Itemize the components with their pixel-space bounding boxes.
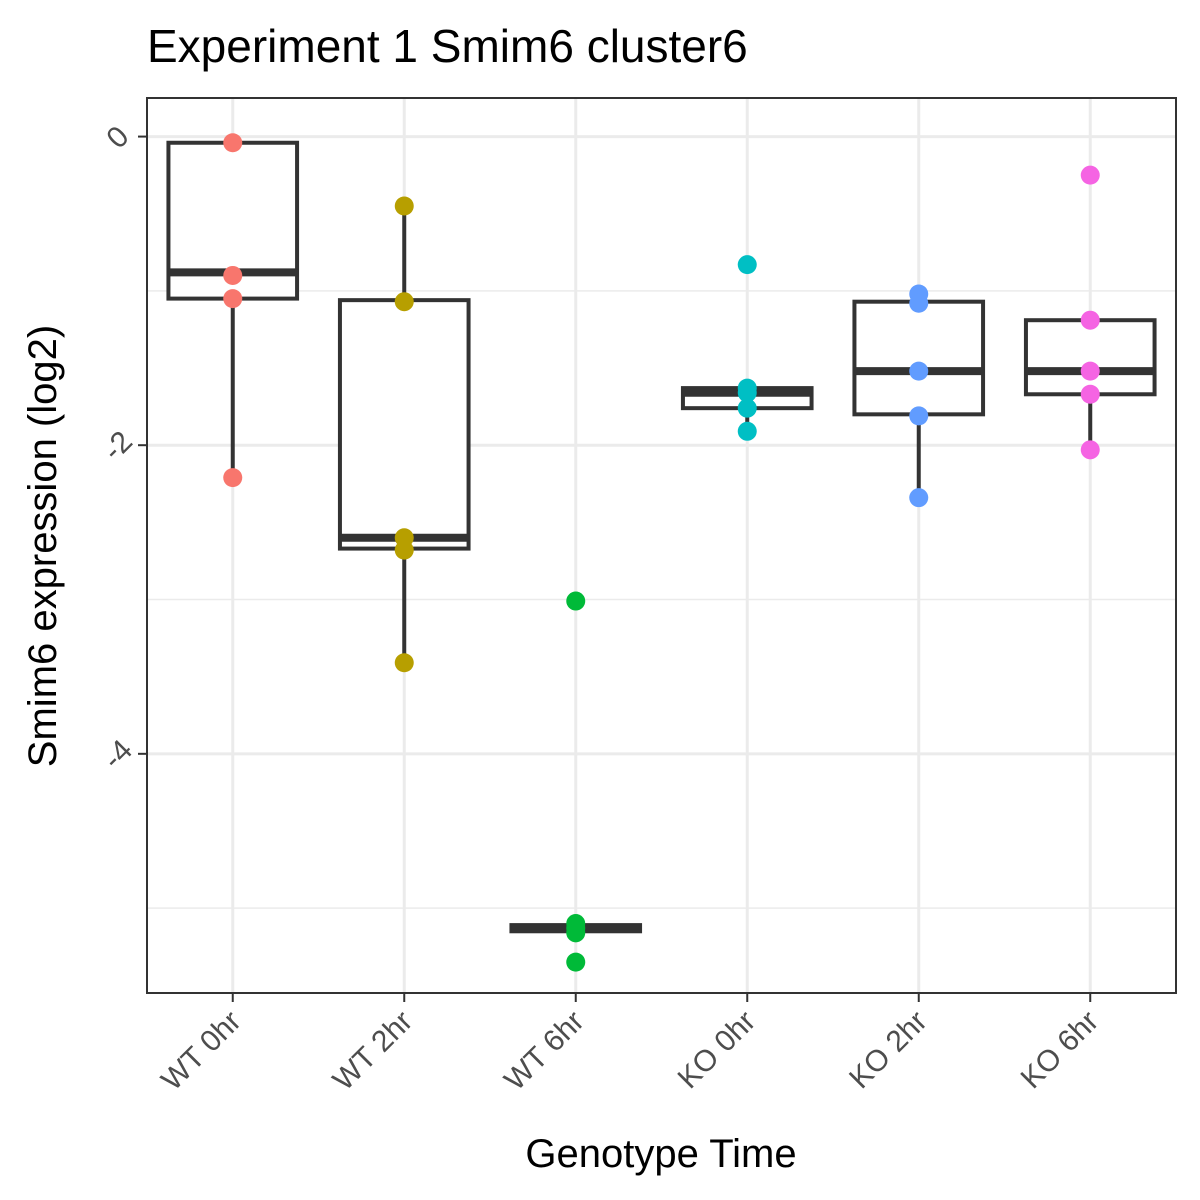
data-point <box>737 398 757 418</box>
data-point <box>223 265 243 285</box>
x-tick-label: WT 6hr <box>498 1005 590 1097</box>
plot-area: 0 -2 -4 WT 0hr WT 2hr WT 6hr KO 0hr KO 2hr KO 6h… <box>97 97 1177 1097</box>
x-tick-label: WT 0hr <box>155 1005 247 1097</box>
y-tick-label: -4 <box>97 734 139 776</box>
y-tick-label: -2 <box>97 425 139 467</box>
x-tick-label: KO 6hr <box>1015 1005 1106 1096</box>
chart-title: Experiment 1 Smim6 cluster6 <box>147 20 748 72</box>
data-point <box>566 591 586 611</box>
data-point <box>1080 310 1100 330</box>
data-point <box>394 653 414 673</box>
data-point <box>394 196 414 216</box>
x-tick-label: KO 2hr <box>843 1005 934 1096</box>
panel-border <box>146 97 1177 994</box>
data-point <box>737 421 757 441</box>
data-point <box>566 923 586 943</box>
data-point <box>1080 361 1100 381</box>
data-point <box>909 488 929 508</box>
data-point <box>223 468 243 488</box>
data-point <box>909 293 929 313</box>
box-body <box>852 299 986 417</box>
box-body <box>1023 318 1157 397</box>
data-point <box>394 540 414 560</box>
data-point <box>566 952 586 972</box>
box-body <box>337 298 471 551</box>
data-point <box>223 133 243 153</box>
data-point <box>737 255 757 275</box>
panel-background <box>147 98 1176 993</box>
data-point <box>394 292 414 312</box>
data-point <box>909 406 929 426</box>
data-point <box>737 383 757 403</box>
data-point <box>1080 165 1100 185</box>
x-tick-label: KO 0hr <box>672 1005 763 1096</box>
x-tick-label: WT 2hr <box>327 1005 419 1097</box>
data-point <box>223 289 243 309</box>
data-point <box>909 361 929 381</box>
y-axis-title: Smim6 expression (log2) <box>21 325 65 767</box>
data-point <box>1080 440 1100 460</box>
y-tick-label: 0 <box>100 120 135 155</box>
x-axis-title: Genotype Time <box>525 1132 796 1176</box>
data-point <box>1080 384 1100 404</box>
